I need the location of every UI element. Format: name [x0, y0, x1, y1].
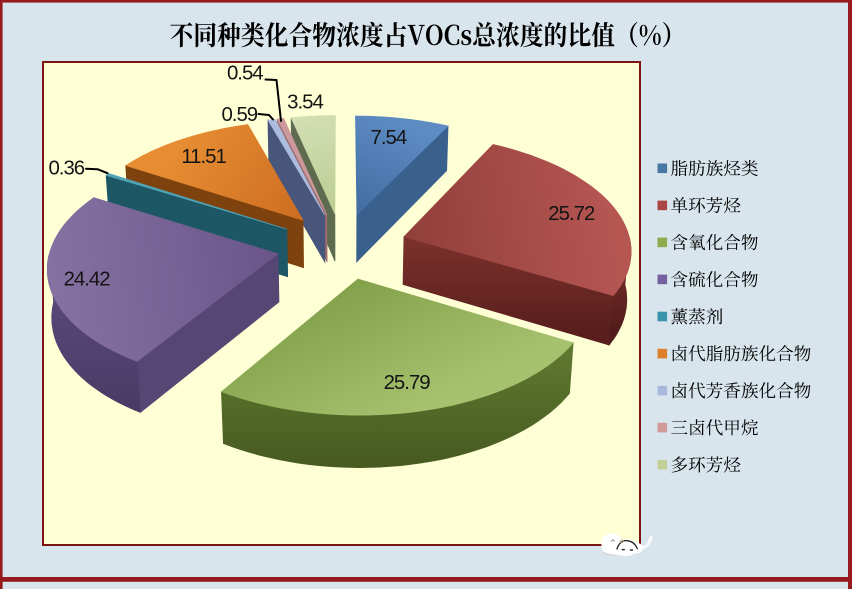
svg-text:25.72: 25.72	[548, 203, 595, 225]
svg-text:7.54: 7.54	[371, 127, 407, 149]
svg-text:3.54: 3.54	[287, 92, 323, 114]
svg-text:0.59: 0.59	[221, 104, 257, 126]
svg-text:24.42: 24.42	[64, 268, 111, 290]
svg-text:11.51: 11.51	[181, 146, 226, 168]
svg-text:25.79: 25.79	[384, 372, 431, 394]
svg-text:0.54: 0.54	[227, 62, 263, 84]
svg-text:0.36: 0.36	[48, 157, 84, 179]
